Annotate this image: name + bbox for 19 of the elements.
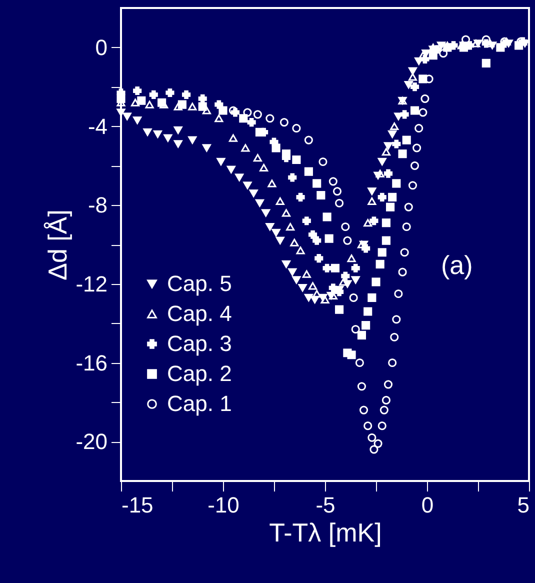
legend-label: Cap. 2	[167, 361, 232, 386]
annotation: (a)	[441, 250, 473, 280]
y-tick-label: 0	[95, 34, 108, 60]
x-tick-label: 0	[421, 492, 434, 518]
y-axis-title: Δd [Å]	[42, 210, 73, 280]
x-tick-label: -10	[208, 492, 240, 518]
y-tick-label: -16	[76, 350, 108, 376]
x-tick-label: 5	[517, 492, 530, 518]
y-tick-label: -12	[76, 271, 108, 296]
x-axis-title: T-Tλ [mK]	[269, 518, 382, 548]
legend-label: Cap. 5	[167, 271, 232, 296]
legend-label: Cap. 4	[167, 301, 232, 326]
y-tick-label: -8	[88, 192, 108, 218]
y-tick-label: -20	[76, 429, 108, 454]
legend-label: Cap. 3	[167, 331, 232, 356]
y-tick-label: -4	[88, 114, 108, 139]
legend-label: Cap. 1	[167, 391, 232, 416]
x-tick-label: -15	[122, 492, 154, 518]
x-tick-label: -5	[316, 492, 336, 518]
